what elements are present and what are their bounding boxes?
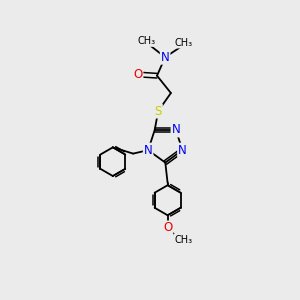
Text: O: O	[133, 68, 142, 81]
Text: N: N	[144, 144, 152, 157]
Text: N: N	[172, 124, 180, 136]
Text: N: N	[161, 51, 170, 64]
Text: CH₃: CH₃	[174, 235, 192, 244]
Text: CH₃: CH₃	[175, 38, 193, 48]
Text: S: S	[154, 105, 162, 118]
Text: O: O	[163, 221, 172, 235]
Text: N: N	[178, 144, 187, 157]
Text: CH₃: CH₃	[137, 36, 155, 46]
